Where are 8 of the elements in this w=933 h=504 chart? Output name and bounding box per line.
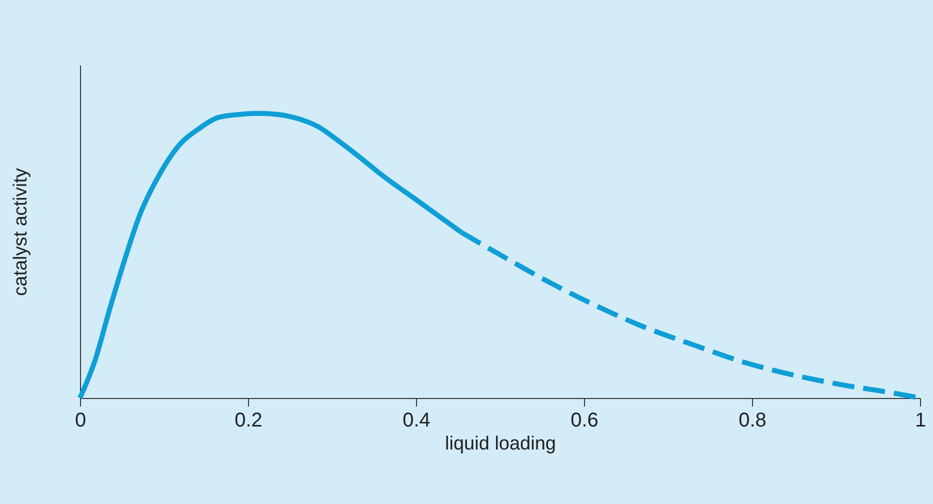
x-tick-label: 0.2 bbox=[234, 410, 262, 432]
x-tick-label: 0.8 bbox=[738, 410, 766, 432]
x-axis-title: liquid loading bbox=[445, 434, 556, 454]
x-tick-label: 0.6 bbox=[570, 410, 598, 432]
x-tick-label: 0.4 bbox=[402, 410, 430, 432]
y-axis-title: catalyst activity bbox=[10, 168, 32, 296]
x-tick-label: 1 bbox=[914, 410, 926, 432]
x-tick-label: 0 bbox=[74, 410, 86, 432]
